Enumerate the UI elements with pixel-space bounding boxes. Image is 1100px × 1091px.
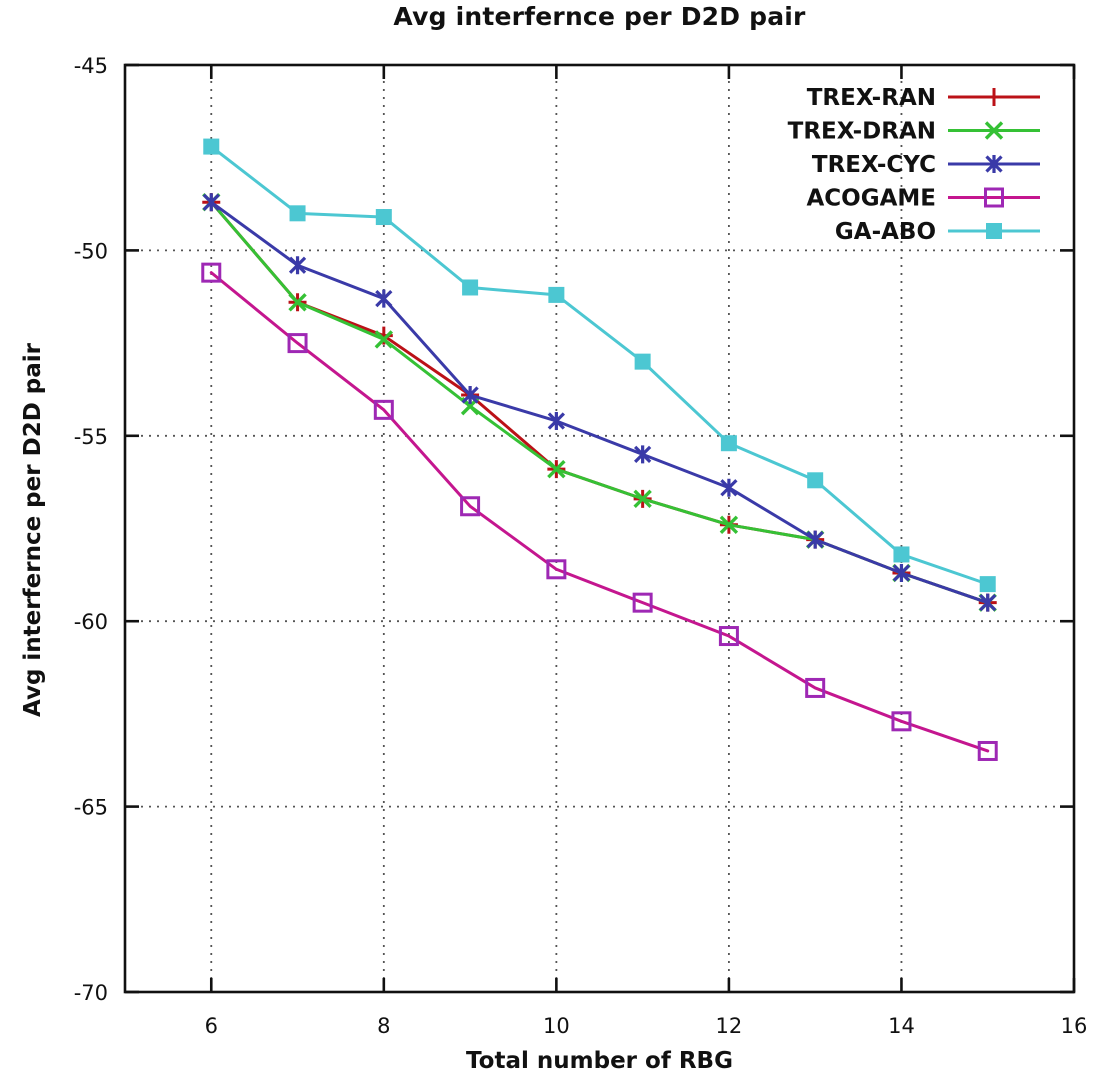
- marker-square-open: [632, 592, 653, 613]
- marker-square-filled: [979, 576, 996, 593]
- plot-border: [123, 63, 1076, 994]
- marker-asterisk: [979, 593, 997, 612]
- marker-square-filled: [203, 138, 220, 155]
- marker-asterisk: [461, 386, 479, 405]
- marker-x: [547, 459, 566, 479]
- series-line: [209, 200, 990, 605]
- marker-x: [719, 515, 739, 534]
- marker-x: [288, 293, 307, 312]
- marker-square-open: [891, 711, 912, 732]
- marker-square-filled: [720, 435, 737, 452]
- marker-square-filled: [375, 209, 392, 226]
- marker-asterisk: [547, 411, 565, 430]
- marker-plus: [985, 88, 1003, 106]
- marker-square-filled: [807, 472, 824, 489]
- y-tick-label: -70: [74, 981, 108, 1005]
- marker-square-open: [201, 262, 222, 283]
- marker-asterisk: [288, 256, 307, 275]
- marker-square-filled: [893, 546, 910, 563]
- marker-square-open: [984, 187, 1004, 208]
- legend-label: TREX-CYC: [812, 152, 936, 178]
- y-tick-label: -65: [74, 796, 108, 820]
- y-tick-label: -50: [74, 239, 108, 263]
- marker-asterisk: [634, 445, 652, 464]
- marker-square-open: [373, 399, 394, 420]
- marker-square-open: [546, 559, 567, 580]
- legend-item-TREX-DRAN: TREX-DRAN: [788, 119, 1040, 145]
- marker-asterisk: [806, 530, 824, 549]
- tick-labels: 6 8 10 12 14 16 -45 -50 -55 -60 -65 -70: [74, 54, 1088, 1038]
- series-ACOGAME: [201, 262, 998, 761]
- marker-x: [984, 121, 1004, 140]
- series-TREX-RAN: [202, 193, 997, 612]
- legend-item-ACOGAME: ACOGAME: [806, 186, 1040, 212]
- marker-square-filled: [986, 223, 1002, 239]
- series-GA-ABO: [203, 138, 996, 593]
- legend-label: GA-ABO: [835, 219, 936, 245]
- y-tick-label: -55: [74, 425, 108, 449]
- series-line: [209, 200, 990, 605]
- x-tick-label: 10: [543, 1014, 570, 1038]
- legend-label: TREX-RAN: [807, 85, 936, 111]
- legend-item-TREX-CYC: TREX-CYC: [812, 152, 1040, 178]
- series-line: [209, 200, 990, 605]
- y-axis-label: Avg interfernce per D2D pair: [20, 342, 46, 718]
- x-tick-label: 12: [716, 1014, 743, 1038]
- marker-square-filled: [634, 353, 651, 370]
- series-TREX-CYC: [202, 193, 997, 612]
- x-tick-label: 6: [205, 1014, 218, 1038]
- y-tick-label: -45: [74, 54, 108, 78]
- y-tick-label: -60: [74, 610, 108, 634]
- x-tick-label: 14: [888, 1014, 915, 1038]
- legend-item-TREX-RAN: TREX-RAN: [807, 85, 1040, 111]
- marker-square-filled: [462, 279, 479, 296]
- x-tick-label: 8: [377, 1014, 390, 1038]
- marker-asterisk: [375, 289, 393, 308]
- x-tick-label: 16: [1061, 1014, 1088, 1038]
- marker-asterisk: [985, 155, 1003, 173]
- marker-x: [374, 330, 394, 349]
- series-line: [209, 271, 990, 753]
- marker-square-open: [287, 333, 308, 354]
- marker-asterisk: [892, 563, 911, 582]
- legend-item-GA-ABO: GA-ABO: [835, 219, 1040, 245]
- marker-asterisk: [202, 193, 220, 212]
- marker-square-filled: [548, 286, 565, 303]
- marker-asterisk: [720, 478, 738, 497]
- axes: [123, 63, 1076, 994]
- marker-square-open: [805, 677, 826, 698]
- legend-label: TREX-DRAN: [788, 119, 936, 145]
- marker-square-filled: [289, 205, 306, 222]
- marker-square-open: [718, 626, 739, 647]
- series-line: [209, 145, 990, 586]
- legend-label: ACOGAME: [806, 186, 936, 212]
- chart-title: Avg interfernce per D2D pair: [393, 2, 806, 31]
- marker-square-open: [977, 740, 998, 761]
- marker-square-open: [460, 496, 481, 517]
- legend: TREX-RAN TREX-DRAN TREX-CYC ACOGAME GA-ABO: [788, 85, 1040, 245]
- marker-x: [633, 489, 652, 509]
- series-TREX-DRAN: [202, 192, 997, 612]
- x-axis-label: Total number of RBG: [466, 1048, 733, 1074]
